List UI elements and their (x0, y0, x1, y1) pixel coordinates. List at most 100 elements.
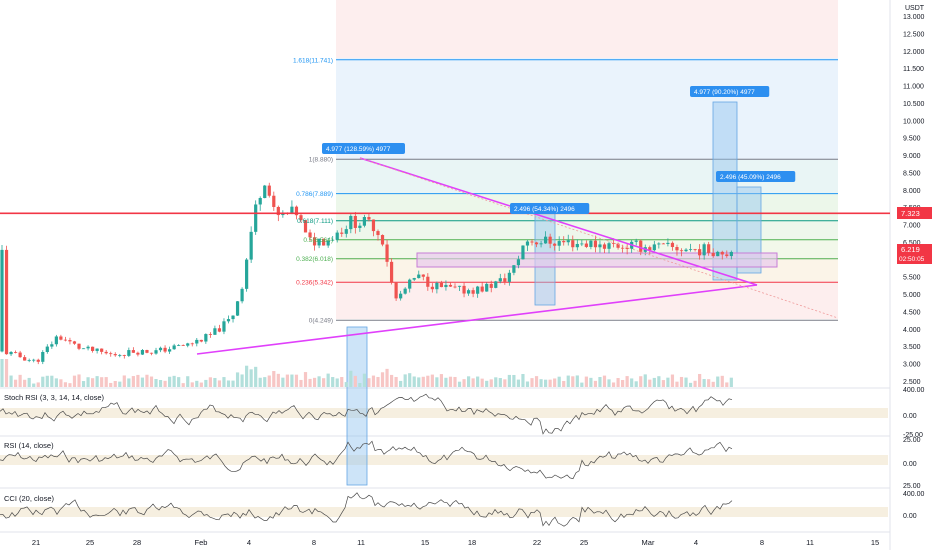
time-tick: 18 (468, 538, 476, 547)
candle-body (589, 240, 593, 247)
volume-bar (13, 379, 18, 387)
volume-bar (168, 376, 172, 387)
volume-bar (145, 374, 149, 387)
candle-body (172, 345, 176, 350)
volume-bar (177, 377, 181, 387)
volume-bar (593, 380, 598, 387)
stoch-legend[interactable]: Stoch RSI (3, 3, 14, 14, close) (4, 393, 105, 402)
candle-body (195, 339, 199, 344)
candle-body (367, 217, 371, 220)
volume-bar (589, 377, 593, 387)
candle-body (145, 350, 149, 353)
candle-body (598, 244, 602, 248)
volume-bar (417, 377, 421, 387)
candle-body (362, 217, 366, 226)
candle-body (245, 259, 249, 289)
stoch-rsi-line (0, 393, 733, 435)
countdown-text: 02:50:05 (899, 256, 925, 263)
volume-bar (494, 377, 498, 387)
measure-box (712, 101, 738, 281)
candle-body (349, 215, 353, 230)
time-tick: Feb (195, 538, 208, 547)
cci-legend[interactable]: CCI (20, close) (4, 494, 55, 503)
ascending-trendline[interactable] (196, 284, 758, 355)
candle-body (729, 251, 733, 257)
candle-body (326, 240, 330, 246)
descending-trendline[interactable] (359, 157, 758, 286)
volume-bar (661, 380, 665, 387)
volume-bar (693, 380, 697, 387)
volume-bar (362, 373, 366, 387)
candle-body (521, 245, 525, 260)
candle-body (190, 343, 194, 345)
rsi-tick-mid: 0.00 (903, 461, 917, 468)
volume-bar (208, 377, 212, 387)
trendlines[interactable] (0, 157, 890, 355)
volume-bar (63, 382, 68, 387)
price-tick: 12.500 (903, 31, 925, 38)
candle-body (149, 352, 154, 354)
volume-bar (36, 382, 40, 387)
fib-zone-top (336, 0, 838, 58)
price-tick: 11.500 (903, 66, 924, 73)
candle-body (408, 279, 412, 289)
volume-bar (639, 376, 643, 387)
candle-body (140, 350, 145, 355)
volume-bar (217, 380, 222, 387)
rsi-legend[interactable]: RSI (14, close) (4, 441, 54, 450)
fib-label: 0.786(7.889) (296, 191, 333, 198)
candle-body (18, 352, 22, 358)
time-tick: 15 (871, 538, 879, 547)
rsi-tick-low: 25.00 (903, 483, 921, 490)
volume-bar (702, 379, 706, 387)
volume-bar (530, 378, 534, 387)
time-tick: 8 (760, 538, 764, 547)
candle-body (503, 278, 507, 282)
candle-body (544, 236, 548, 244)
volume-bar (172, 375, 176, 387)
candle-body (530, 241, 534, 243)
candle-body (240, 288, 244, 302)
candle-body (41, 352, 45, 362)
volume-bar (385, 368, 389, 387)
volume-bar (412, 376, 416, 387)
volume-bar (634, 381, 638, 387)
candle-body (272, 195, 276, 207)
demand-zone[interactable] (416, 252, 778, 268)
candle-body (118, 355, 122, 356)
price-tick: 5.500 (903, 275, 921, 282)
volume-bar (553, 378, 557, 387)
candle-body (204, 334, 208, 342)
volume-bar (235, 372, 240, 387)
volume-bar (158, 380, 163, 387)
time-axis[interactable]: 21 25 28 Feb 4 8 11 15 18 22 25 Mar 4 8 11 15 (32, 538, 879, 547)
volume-bar (675, 381, 679, 387)
volume-bar (548, 379, 552, 387)
candle-body (417, 274, 421, 279)
fib-zone-05 (336, 220, 838, 239)
volume-bar (240, 374, 244, 387)
candle-body (566, 240, 570, 243)
candle-body (666, 242, 670, 244)
indicator-lines (0, 393, 733, 527)
volume-bar (118, 381, 122, 387)
volume-bar (109, 382, 113, 387)
volume-bar (476, 376, 480, 387)
volume-bar (299, 379, 303, 387)
candle-body (607, 243, 611, 249)
time-tick: 11 (357, 538, 365, 547)
candle-body (652, 244, 656, 251)
volume-bar (353, 375, 357, 387)
cci-band (0, 507, 888, 517)
candle-body (403, 288, 407, 294)
candle-body (353, 215, 357, 228)
candle-body (507, 272, 511, 282)
candle-body (136, 352, 140, 355)
candle-body (299, 215, 303, 221)
candle-body (344, 229, 348, 234)
candle-body (675, 247, 679, 251)
candle-body (670, 242, 675, 248)
volume-bar (575, 375, 579, 387)
